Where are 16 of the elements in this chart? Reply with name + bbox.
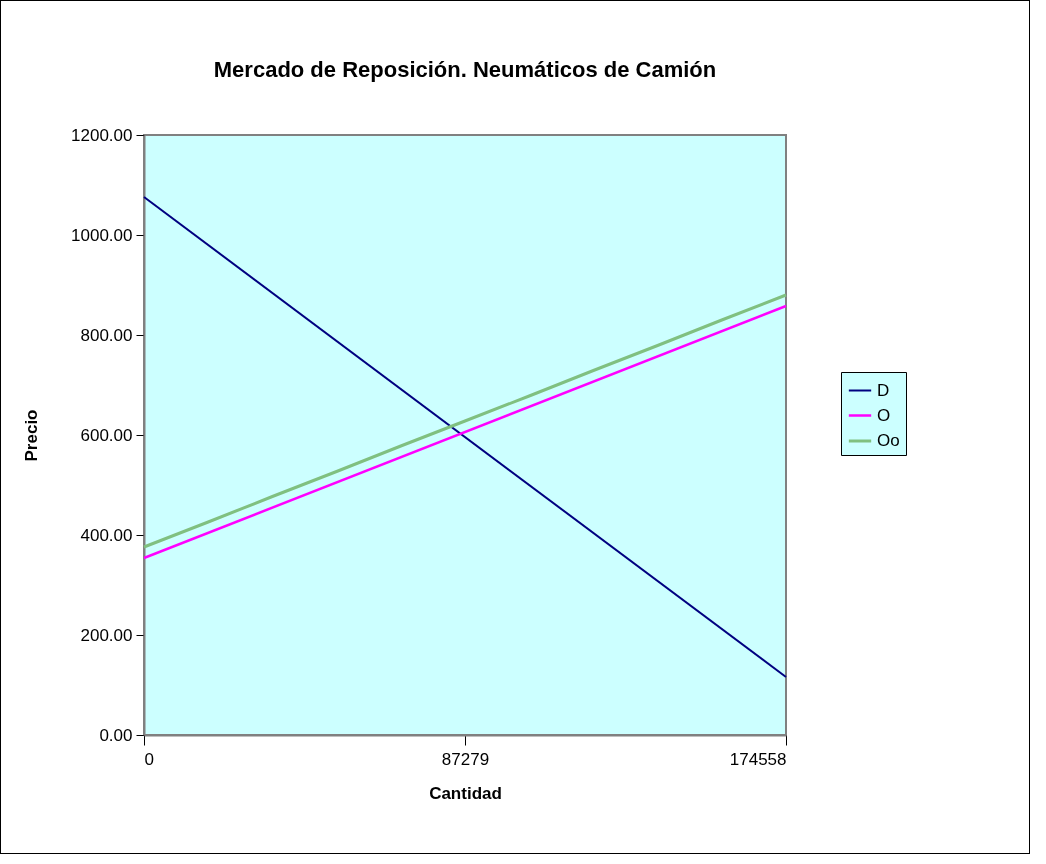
legend-label: Oo xyxy=(877,431,900,450)
y-tick-label: 0.00 xyxy=(99,725,133,745)
y-tick-label: 600.00 xyxy=(80,425,133,445)
x-axis-title: Cantidad xyxy=(429,783,502,803)
y-tick-label: 400.00 xyxy=(80,525,133,545)
legend-label: D xyxy=(877,380,890,400)
legend-label: O xyxy=(877,405,891,425)
chart-title: Mercado de Reposición. Neumáticos de Camión xyxy=(213,57,717,82)
x-tick-label: 174558 xyxy=(729,749,787,769)
y-tick-label: 200.00 xyxy=(80,625,133,645)
y-tick-label: 1000.00 xyxy=(71,225,133,245)
x-tick-label: 87279 xyxy=(441,749,490,769)
y-axis-title: Precio xyxy=(22,409,42,462)
y-tick-label: 800.00 xyxy=(80,325,133,345)
y-tick-label: 1200.00 xyxy=(71,125,133,145)
x-tick-label: 0 xyxy=(144,749,154,769)
